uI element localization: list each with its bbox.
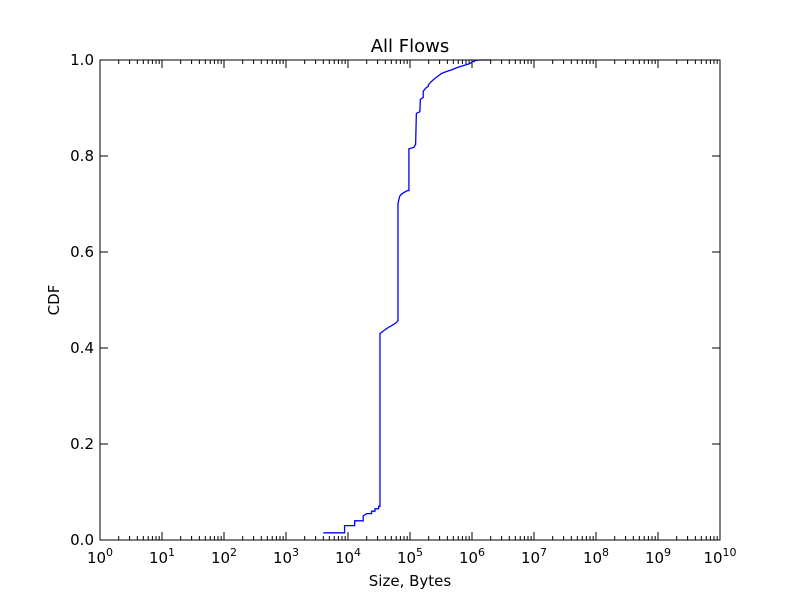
x-tick-label-base: 10: [459, 549, 478, 567]
x-tick-label: 105: [397, 546, 423, 567]
x-tick-label: 107: [521, 546, 547, 567]
y-tick-label: 0.4: [70, 339, 94, 357]
x-tick-label-exponent: 8: [602, 546, 609, 559]
x-tick-label-exponent: 5: [416, 546, 423, 559]
x-tick-label-exponent: 9: [664, 546, 671, 559]
x-tick-label-base: 10: [87, 549, 106, 567]
y-axis-label: CDF: [45, 285, 63, 316]
x-tick-label-exponent: 2: [230, 546, 237, 559]
plot-frame: [99, 59, 721, 541]
x-tick-label-base: 10: [273, 549, 292, 567]
y-tick-label: 0.0: [70, 531, 94, 549]
x-tick-label-base: 10: [335, 549, 354, 567]
series-layer: [323, 59, 491, 534]
x-tick-label-exponent: 7: [540, 546, 547, 559]
x-tick-label: 108: [583, 546, 609, 567]
x-tick-label-base: 10: [645, 549, 664, 567]
x-axis-label: Size, Bytes: [369, 572, 452, 590]
cdf-line: [323, 59, 491, 534]
x-tick-label: 100: [87, 546, 113, 567]
x-tick-label: 101: [149, 546, 175, 567]
y-tick-label: 1.0: [70, 51, 94, 69]
x-tick-label: 106: [459, 546, 485, 567]
y-tick-label: 0.2: [70, 435, 94, 453]
x-tick-label-exponent: 4: [354, 546, 361, 559]
x-tick-label: 109: [645, 546, 671, 567]
x-tick-label-base: 10: [521, 549, 540, 567]
x-tick-label: 1010: [703, 546, 736, 567]
y-tick-label: 0.6: [70, 243, 94, 261]
ticks-layer: 100 101 102 103 104 105 106 107 108 109 10100.00.2…: [70, 51, 736, 567]
x-tick-label-exponent: 0: [106, 546, 113, 559]
x-tick-label-base: 10: [211, 549, 230, 567]
x-tick-label-base: 10: [703, 549, 722, 567]
x-tick-label-exponent: 10: [723, 546, 737, 559]
x-tick-label-exponent: 6: [478, 546, 485, 559]
x-tick-label-exponent: 3: [292, 546, 299, 559]
x-tick-label: 102: [211, 546, 237, 567]
x-tick-label: 104: [335, 546, 361, 567]
x-tick-label-base: 10: [149, 549, 168, 567]
x-tick-label-exponent: 1: [168, 546, 175, 559]
x-tick-label: 103: [273, 546, 299, 567]
chart-title: All Flows: [371, 36, 450, 57]
x-tick-label-base: 10: [397, 549, 416, 567]
y-tick-label: 0.8: [70, 147, 94, 165]
x-tick-label-base: 10: [583, 549, 602, 567]
